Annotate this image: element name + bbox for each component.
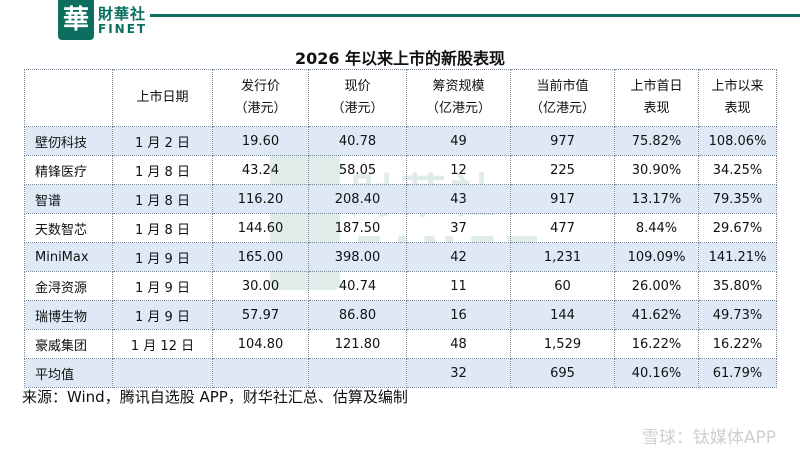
header-divider — [150, 14, 800, 17]
brand-name-en: FINET — [98, 22, 148, 36]
table-cell — [112, 358, 213, 388]
header-cell: 发行价 （港元） — [212, 69, 309, 127]
table-cell — [212, 358, 309, 388]
table-cell: 60 — [510, 271, 615, 301]
table-cell: 42 — [406, 242, 511, 272]
header-cell: 上市日期 — [112, 69, 213, 127]
average-row: 平均值 32 695 40.16% 61.79% — [24, 358, 777, 388]
brand-header: 華 財華社 FINET — [0, 0, 800, 41]
table-cell: 29.67% — [698, 213, 777, 243]
table-cell: 1 月 8 日 — [112, 184, 213, 214]
table-cell: 智谱 — [24, 184, 113, 214]
table-cell: 1 月 9 日 — [112, 300, 213, 330]
ipo-table: 上市日期 发行价 （港元） 现价 （港元） 筹资规模 （亿港元） 当前市值 （亿港元） … — [24, 69, 777, 388]
table-cell: 75.82% — [614, 126, 699, 156]
table-cell: 16.22% — [698, 329, 777, 359]
table-cell: 1 月 12 日 — [112, 329, 213, 359]
table-cell: MiniMax — [24, 242, 113, 272]
table-cell: 208.40 — [308, 184, 407, 214]
table-cell: 1 月 8 日 — [112, 155, 213, 185]
table-cell: 695 — [510, 358, 615, 388]
table-cell: 144 — [510, 300, 615, 330]
brand-name-cn: 財華社 — [98, 5, 147, 23]
table-cell: 977 — [510, 126, 615, 156]
table-cell: 平均值 — [24, 358, 113, 388]
header-row: 上市日期 发行价 （港元） 现价 （港元） 筹资规模 （亿港元） 当前市值 （亿港元） … — [24, 69, 777, 127]
table-cell: 1 月 9 日 — [112, 271, 213, 301]
table-cell: 43.24 — [212, 155, 309, 185]
table-cell: 30.90% — [614, 155, 699, 185]
table-cell: 104.80 — [212, 329, 309, 359]
table-cell: 1,231 — [510, 242, 615, 272]
table-cell: 19.60 — [212, 126, 309, 156]
table-cell: 37 — [406, 213, 511, 243]
table-cell: 豪威集团 — [24, 329, 113, 359]
table-cell: 141.21% — [698, 242, 777, 272]
table-row: 金浔资源 1 月 9 日 30.00 40.74 11 60 26.00% 35.80% — [24, 271, 777, 301]
table-cell: 57.97 — [212, 300, 309, 330]
header-cell: 当前市值 （亿港元） — [510, 69, 615, 127]
corner-watermark: 雪球：钛媒体APP — [641, 428, 776, 448]
table-cell: 1 月 2 日 — [112, 126, 213, 156]
table-cell: 11 — [406, 271, 511, 301]
table-cell: 天数智芯 — [24, 213, 113, 243]
table-cell: 金浔资源 — [24, 271, 113, 301]
table-cell: 58.05 — [308, 155, 407, 185]
header-cell: 上市首日 表现 — [614, 69, 699, 127]
table-row: 精锋医疗 1 月 8 日 43.24 58.05 12 225 30.90% 34.25% — [24, 155, 777, 185]
table-cell: 86.80 — [308, 300, 407, 330]
table-row: 智谱 1 月 8 日 116.20 208.40 43 917 13.17% 79.35% — [24, 184, 777, 214]
table-cell: 108.06% — [698, 126, 777, 156]
table-cell: 1 月 8 日 — [112, 213, 213, 243]
table-cell: 43 — [406, 184, 511, 214]
table-cell: 917 — [510, 184, 615, 214]
table-cell: 精锋医疗 — [24, 155, 113, 185]
source-note: 来源：Wind，腾讯自选股 APP，财华社汇总、估算及编制 — [22, 388, 408, 406]
table-cell: 49 — [406, 126, 511, 156]
table-cell: 34.25% — [698, 155, 777, 185]
table-cell: 40.78 — [308, 126, 407, 156]
header-cell: 现价 （港元） — [308, 69, 407, 127]
table-row: 豪威集团 1 月 12 日 104.80 121.80 48 1,529 16.22% 16.… — [24, 329, 777, 359]
table-cell: 165.00 — [212, 242, 309, 272]
table-cell: 1,529 — [510, 329, 615, 359]
table-cell: 116.20 — [212, 184, 309, 214]
table-cell: 30.00 — [212, 271, 309, 301]
table-cell: 61.79% — [698, 358, 777, 388]
table-cell: 35.80% — [698, 271, 777, 301]
table-cell: 41.62% — [614, 300, 699, 330]
table-cell: 1 月 9 日 — [112, 242, 213, 272]
table-cell: 49.73% — [698, 300, 777, 330]
table-cell — [308, 358, 407, 388]
table-cell: 瑞博生物 — [24, 300, 113, 330]
table-cell: 16.22% — [614, 329, 699, 359]
table-cell: 12 — [406, 155, 511, 185]
table-cell: 398.00 — [308, 242, 407, 272]
header-cell: 筹资规模 （亿港元） — [406, 69, 511, 127]
table-cell: 13.17% — [614, 184, 699, 214]
table-cell: 109.09% — [614, 242, 699, 272]
table-row: 壁仞科技 1 月 2 日 19.60 40.78 49 977 75.82% 108.06% — [24, 126, 777, 156]
table-cell: 187.50 — [308, 213, 407, 243]
table-cell: 8.44% — [614, 213, 699, 243]
table-cell: 40.16% — [614, 358, 699, 388]
table-cell: 144.60 — [212, 213, 309, 243]
header-cell: 上市以来 表现 — [698, 69, 777, 127]
table-cell: 48 — [406, 329, 511, 359]
table-cell: 225 — [510, 155, 615, 185]
table-cell: 32 — [406, 358, 511, 388]
table-cell: 79.35% — [698, 184, 777, 214]
table-cell: 477 — [510, 213, 615, 243]
table-cell: 16 — [406, 300, 511, 330]
table-cell: 121.80 — [308, 329, 407, 359]
table-title: 2026 年以来上市的新股表现 — [294, 49, 506, 68]
table-cell: 26.00% — [614, 271, 699, 301]
table-row: MiniMax 1 月 9 日 165.00 398.00 42 1,231 109.09%… — [24, 242, 777, 272]
table-cell: 40.74 — [308, 271, 407, 301]
table-cell: 壁仞科技 — [24, 126, 113, 156]
finet-logo: 華 — [58, 0, 94, 40]
header-cell — [24, 69, 113, 127]
table-row: 天数智芯 1 月 8 日 144.60 187.50 37 477 8.44% 29.67% — [24, 213, 777, 243]
table-row: 瑞博生物 1 月 9 日 57.97 86.80 16 144 41.62% 49.73% — [24, 300, 777, 330]
